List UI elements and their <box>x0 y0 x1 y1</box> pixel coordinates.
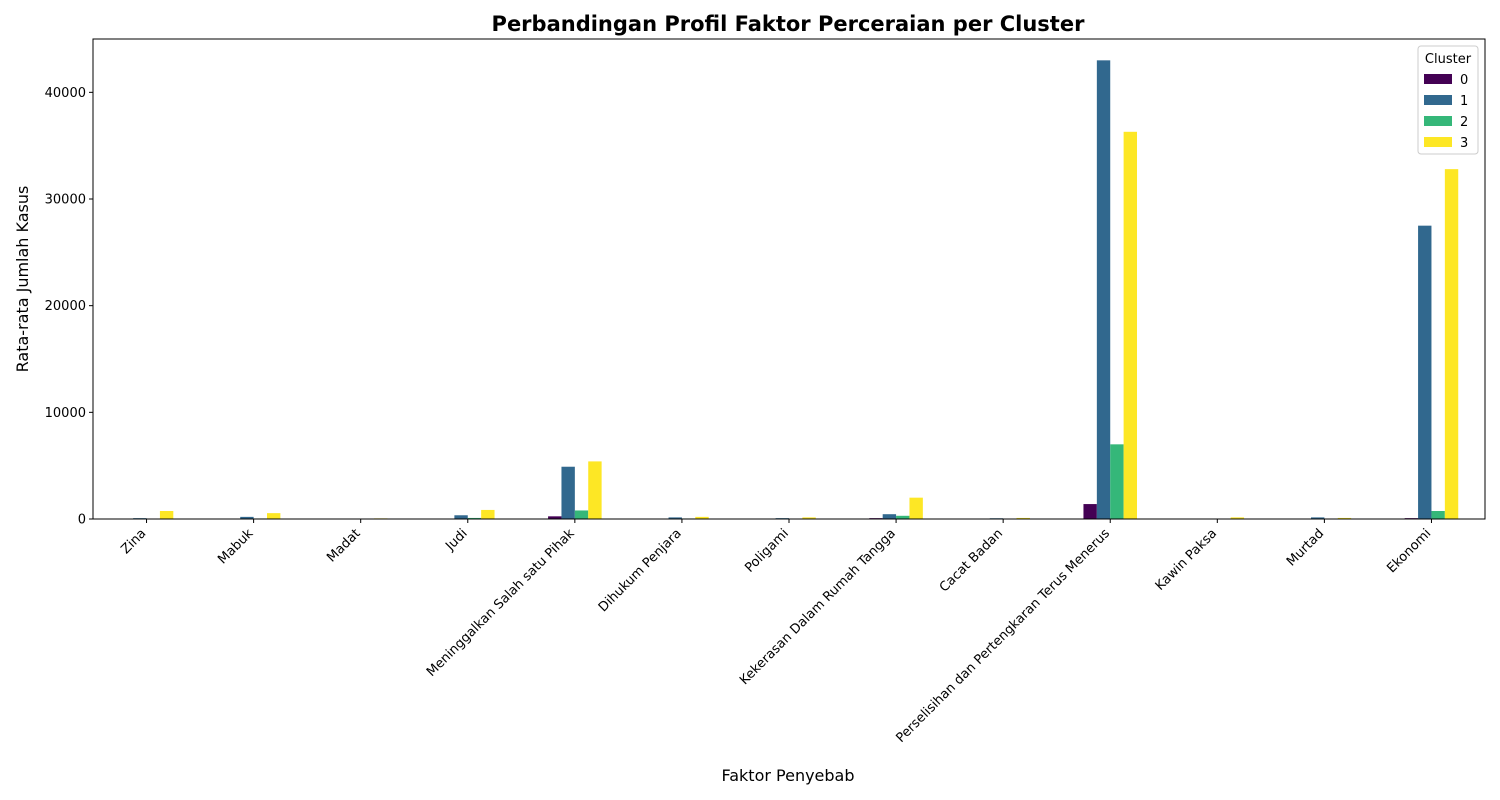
bar-cluster-2-4 <box>574 510 589 519</box>
y-tick-label-4: 40000 <box>45 86 86 101</box>
legend-swatch-0 <box>1424 74 1452 84</box>
x-tick-label-9: Perselisihan dan Pertengkaran Terus Mene… <box>893 526 1113 746</box>
x-tick-label-5: Dihukum Penjara <box>596 526 685 615</box>
bar-cluster-3-7 <box>909 497 923 519</box>
legend-swatch-2 <box>1424 116 1452 126</box>
bar-cluster-3-4 <box>588 461 602 519</box>
x-tick-label-10: Kawin Paksa <box>1153 526 1220 593</box>
axes-group <box>92 38 1486 520</box>
bar-cluster-2-12 <box>1431 511 1445 519</box>
x-tick-label-11: Murtad <box>1284 526 1327 569</box>
bars-group <box>119 60 1459 520</box>
bar-cluster-1-9 <box>1096 60 1111 519</box>
x-tick-label-4: Meninggalkan Salah satu Pihak <box>424 526 578 680</box>
bar-cluster-0-4 <box>548 516 562 519</box>
bar-cluster-3-9 <box>1123 131 1137 520</box>
bar-cluster-3-6 <box>802 517 816 519</box>
y-axis-label: Rata-rata Jumlah Kasus <box>13 186 32 373</box>
bar-cluster-3-3 <box>481 509 495 519</box>
bar-cluster-1-1 <box>240 516 254 519</box>
y-tick-label-1: 10000 <box>45 406 86 421</box>
x-tick-label-2: Madat <box>324 526 363 565</box>
bar-cluster-3-12 <box>1444 169 1459 519</box>
legend-swatch-1 <box>1424 95 1452 105</box>
bar-cluster-3-5 <box>695 516 709 519</box>
bar-cluster-3-11 <box>1337 517 1352 519</box>
legend-swatch-3 <box>1424 137 1452 147</box>
x-tick-label-6: Poligami <box>742 526 792 576</box>
bar-cluster-1-11 <box>1311 517 1325 519</box>
bar-cluster-3-10 <box>1230 517 1245 519</box>
x-axis-label: Faktor Penyebab <box>721 766 854 785</box>
chart-title: Perbandingan Profil Faktor Perceraian pe… <box>492 12 1086 36</box>
x-tick-label-12: Ekonomi <box>1384 526 1434 576</box>
legend-label-1: 1 <box>1460 94 1468 109</box>
x-tick-label-1: Mabuk <box>215 526 256 567</box>
bar-cluster-1-12 <box>1418 225 1432 519</box>
plot-frame <box>92 38 1486 520</box>
bar-cluster-1-5 <box>668 517 682 519</box>
legend-label-3: 3 <box>1460 136 1468 151</box>
x-tick-label-8: Cacat Badan <box>937 526 1006 595</box>
bar-cluster-2-3 <box>467 517 482 519</box>
x-tick-label-0: Zina <box>118 526 149 557</box>
bar-cluster-1-7 <box>882 514 897 519</box>
bar-cluster-3-0 <box>159 511 174 519</box>
bar-cluster-1-4 <box>561 466 575 519</box>
legend: Cluster 0 1 2 3 <box>1417 45 1479 155</box>
bar-cluster-1-3 <box>454 515 468 519</box>
bar-cluster-0-9 <box>1083 504 1097 519</box>
bar-cluster-2-9 <box>1110 444 1124 519</box>
legend-title: Cluster <box>1425 52 1472 67</box>
bar-cluster-2-7 <box>896 515 910 519</box>
y-tick-label-0: 0 <box>78 513 86 528</box>
bar-cluster-3-8 <box>1016 517 1030 519</box>
bar-cluster-3-1 <box>267 513 281 519</box>
y-tick-label-2: 20000 <box>45 299 86 314</box>
legend-label-2: 2 <box>1460 115 1468 130</box>
x-tick-label-3: Judi <box>442 526 470 554</box>
y-ticks-group: 0 10000 20000 30000 40000 <box>45 86 93 528</box>
y-tick-label-3: 30000 <box>45 193 86 208</box>
legend-label-0: 0 <box>1460 73 1468 88</box>
